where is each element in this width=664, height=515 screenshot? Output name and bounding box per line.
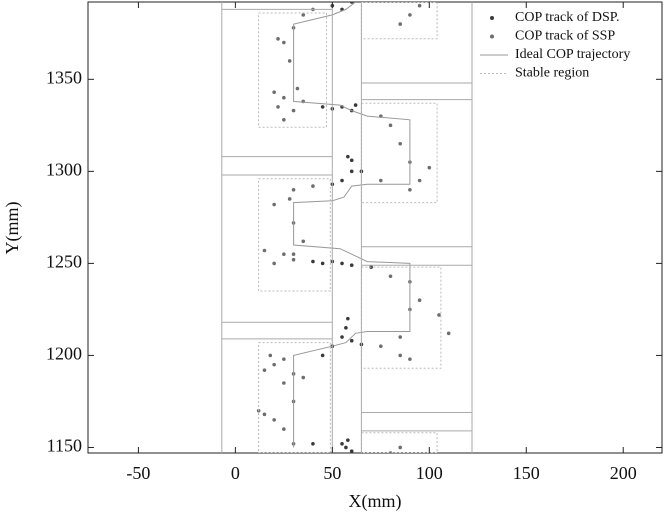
cop-point xyxy=(301,375,306,380)
cop-point xyxy=(346,154,350,159)
cop-point xyxy=(272,418,276,422)
cop-point xyxy=(272,90,276,94)
legend-label: Ideal COP trajectory xyxy=(515,47,630,62)
y-axis-label: Y(mm) xyxy=(2,202,23,255)
cop-point xyxy=(349,449,354,453)
cop-point xyxy=(349,263,354,268)
cop-point xyxy=(262,368,267,372)
cop-point xyxy=(340,441,344,446)
y-tick-label: 1300 xyxy=(46,159,82,179)
x-axis-label: X(mm) xyxy=(349,491,402,512)
x-tick-label: 150 xyxy=(513,463,540,483)
legend-marker xyxy=(490,34,494,39)
cop-point xyxy=(344,445,348,450)
x-tick-label: 50 xyxy=(323,463,341,483)
cop-point xyxy=(353,103,358,107)
foot-outline xyxy=(221,2,473,453)
cop-point xyxy=(344,326,348,330)
cop-point xyxy=(427,165,432,170)
cop-point xyxy=(340,261,344,266)
cop-point xyxy=(340,335,344,339)
cop-point xyxy=(262,412,267,417)
x-tick-label: 0 xyxy=(231,463,240,483)
axes: -50 0 50 100 150 200 1150 1200 1250 1300 1350 xyxy=(46,2,662,483)
y-tick-label: 1150 xyxy=(47,436,82,456)
y-tick-label: 1250 xyxy=(46,252,82,272)
cop-point xyxy=(388,274,393,279)
cop-point xyxy=(291,187,296,192)
cop-point xyxy=(291,257,296,262)
legend: COP track of DSP. COP track of SSP Ideal C… xyxy=(480,10,630,81)
cop-point xyxy=(272,261,276,266)
cop-point xyxy=(388,123,393,128)
cop-point xyxy=(282,95,286,100)
y-tick-label: 1200 xyxy=(46,344,82,364)
cop-point xyxy=(282,427,286,431)
cop-point xyxy=(346,316,350,321)
cop-point xyxy=(282,40,286,45)
cop-point xyxy=(408,357,412,361)
cop-point xyxy=(349,158,354,163)
x-tick-label: -50 xyxy=(126,463,150,483)
cop-point xyxy=(311,259,315,264)
plot-area xyxy=(221,2,473,453)
cop-point xyxy=(282,252,286,256)
cop-point xyxy=(408,187,412,192)
legend-label: COP track of SSP xyxy=(515,29,615,44)
cop-point xyxy=(398,335,403,339)
cop-point xyxy=(379,178,383,183)
legend-marker xyxy=(490,16,494,20)
cop-point xyxy=(301,13,306,17)
cop-point xyxy=(272,202,276,207)
plot-frame xyxy=(87,1,663,454)
cop-point xyxy=(311,441,315,446)
cop-point xyxy=(287,59,292,63)
legend-label: COP track of DSP. xyxy=(515,10,620,25)
cop-point xyxy=(446,331,451,336)
cop-point xyxy=(272,362,276,367)
legend-label: Stable region xyxy=(515,66,589,81)
cop-point xyxy=(262,248,267,253)
cop-point xyxy=(340,178,344,183)
cop-point xyxy=(417,178,422,183)
cop-point xyxy=(287,197,292,201)
y-tick-label: 1350 xyxy=(46,67,82,87)
cop-point xyxy=(349,169,354,174)
cop-point xyxy=(437,313,441,317)
cop-point xyxy=(311,184,315,188)
series-line xyxy=(258,2,442,453)
cop-point xyxy=(398,22,403,26)
cop-point xyxy=(320,261,325,266)
cop-point xyxy=(398,141,403,146)
cop-point xyxy=(349,338,354,343)
cop-point xyxy=(320,105,325,109)
cop-point xyxy=(282,118,286,122)
cop-point xyxy=(291,108,296,113)
cop-point xyxy=(417,3,422,8)
cop-point xyxy=(379,344,383,349)
cop-point xyxy=(301,239,306,244)
cop-point xyxy=(320,353,325,358)
cop-point xyxy=(417,298,422,303)
x-tick-label: 200 xyxy=(610,463,637,483)
cop-point xyxy=(398,445,403,450)
cop-point xyxy=(268,353,273,358)
cop-point xyxy=(291,252,296,256)
cop-point xyxy=(295,86,300,91)
cop-point xyxy=(398,353,403,358)
cop-point xyxy=(408,13,412,17)
cop-point xyxy=(276,37,280,41)
cop-point xyxy=(276,105,280,109)
cop-point xyxy=(282,381,286,385)
cop-point xyxy=(282,357,286,361)
cop-point xyxy=(349,2,354,4)
cop-point xyxy=(346,438,350,442)
x-tick-label: 100 xyxy=(416,463,443,483)
